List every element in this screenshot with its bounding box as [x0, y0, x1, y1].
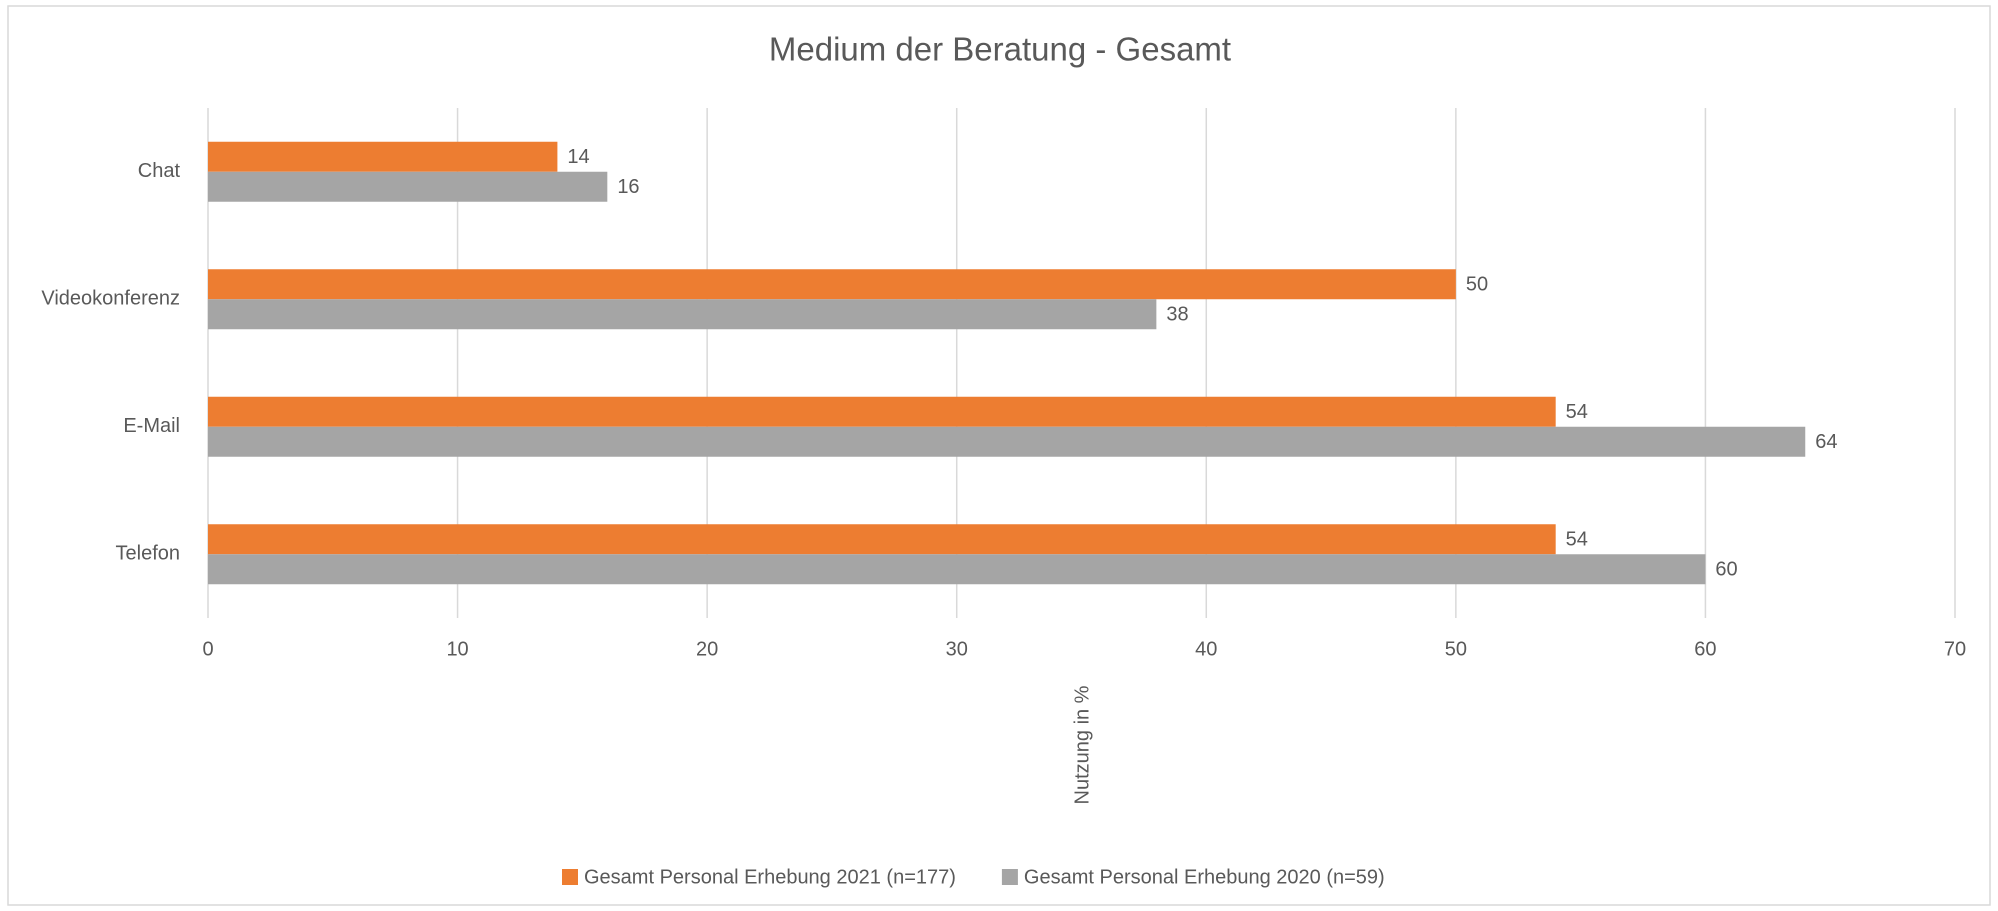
x-tick-label: 60	[1694, 638, 1716, 660]
x-tick-label: 10	[446, 638, 468, 660]
bar	[208, 171, 608, 202]
y-tick-label: Telefon	[116, 543, 181, 565]
x-tick-label: 50	[1445, 638, 1467, 660]
data-label: 38	[1166, 304, 1188, 326]
data-label: 60	[1715, 559, 1737, 581]
x-tick-label: 70	[1944, 638, 1966, 660]
legend-swatch	[562, 869, 578, 885]
bar	[208, 524, 1556, 555]
bar	[208, 396, 1556, 427]
data-label: 64	[1815, 431, 1837, 453]
x-tick-label: 40	[1195, 638, 1217, 660]
x-axis-title: Nutzung in %	[1071, 685, 1093, 804]
bar	[208, 554, 1706, 585]
x-tick-label: 20	[696, 638, 718, 660]
legend-label: Gesamt Personal Erhebung 2020 (n=59)	[1024, 866, 1385, 888]
data-label: 54	[1566, 401, 1588, 423]
y-tick-label: Chat	[138, 160, 181, 182]
data-label: 50	[1466, 274, 1488, 296]
data-label: 16	[617, 176, 639, 198]
bar	[208, 141, 558, 172]
legend-swatch	[1001, 869, 1018, 885]
x-tick-label: 30	[946, 638, 968, 660]
y-tick-label: Videokonferenz	[41, 288, 180, 310]
data-label: 54	[1566, 529, 1588, 551]
bar	[208, 299, 1157, 330]
bar	[208, 269, 1456, 300]
x-tick-label: 0	[202, 638, 213, 660]
chart-title: Medium der Beratung - Gesamt	[769, 31, 1231, 68]
legend-label: Gesamt Personal Erhebung 2021 (n=177)	[584, 866, 956, 888]
bar	[208, 426, 1806, 457]
data-label: 14	[567, 146, 589, 168]
y-tick-label: E-Mail	[123, 415, 180, 437]
